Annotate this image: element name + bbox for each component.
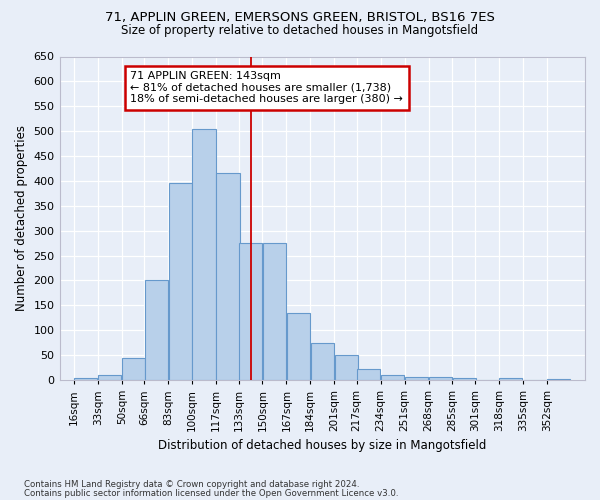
Bar xyxy=(122,358,145,380)
Bar xyxy=(98,375,121,380)
Bar xyxy=(239,243,262,380)
Bar xyxy=(193,128,215,380)
Text: 71 APPLIN GREEN: 143sqm
← 81% of detached houses are smaller (1,738)
18% of semi: 71 APPLIN GREEN: 143sqm ← 81% of detache… xyxy=(130,71,403,104)
Bar xyxy=(429,376,452,380)
Bar xyxy=(169,184,192,380)
Bar xyxy=(499,378,523,380)
Text: Contains HM Land Registry data © Crown copyright and database right 2024.: Contains HM Land Registry data © Crown c… xyxy=(24,480,359,489)
Text: Contains public sector information licensed under the Open Government Licence v3: Contains public sector information licen… xyxy=(24,489,398,498)
Bar xyxy=(217,174,239,380)
Bar xyxy=(145,280,168,380)
Bar xyxy=(335,355,358,380)
X-axis label: Distribution of detached houses by size in Mangotsfield: Distribution of detached houses by size … xyxy=(158,440,487,452)
Text: 71, APPLIN GREEN, EMERSONS GREEN, BRISTOL, BS16 7ES: 71, APPLIN GREEN, EMERSONS GREEN, BRISTO… xyxy=(105,11,495,24)
Bar xyxy=(381,375,404,380)
Bar xyxy=(405,376,428,380)
Text: Size of property relative to detached houses in Mangotsfield: Size of property relative to detached ho… xyxy=(121,24,479,37)
Bar xyxy=(74,378,97,380)
Bar xyxy=(453,378,476,380)
Bar xyxy=(287,313,310,380)
Bar xyxy=(311,342,334,380)
Bar xyxy=(357,368,380,380)
Bar xyxy=(263,243,286,380)
Bar xyxy=(547,378,570,380)
Y-axis label: Number of detached properties: Number of detached properties xyxy=(15,126,28,312)
